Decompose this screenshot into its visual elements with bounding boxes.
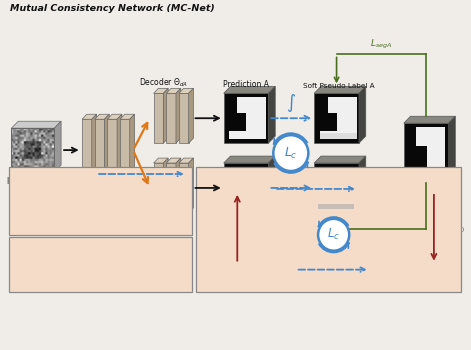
Text: $L_c$: $L_c$ xyxy=(284,146,298,161)
Polygon shape xyxy=(404,116,455,123)
Polygon shape xyxy=(54,121,61,172)
Polygon shape xyxy=(314,93,359,143)
Text: Prediction B: Prediction B xyxy=(223,216,269,225)
Text: Soft Pseudo Label A: Soft Pseudo Label A xyxy=(303,83,374,89)
Text: Decoder $\Theta_{dB}$: Decoder $\Theta_{dB}$ xyxy=(138,216,188,228)
Polygon shape xyxy=(179,163,188,213)
FancyBboxPatch shape xyxy=(8,167,192,235)
Text: $L_{segB}$: $L_{segB}$ xyxy=(370,232,392,245)
Text: $\mathsf{\int}$: $\mathsf{\int}$ xyxy=(286,162,296,184)
Polygon shape xyxy=(163,158,168,213)
Polygon shape xyxy=(120,119,130,181)
Polygon shape xyxy=(166,158,181,163)
Polygon shape xyxy=(268,86,275,143)
Polygon shape xyxy=(319,133,357,139)
Polygon shape xyxy=(105,114,109,181)
Polygon shape xyxy=(318,167,355,209)
Polygon shape xyxy=(163,88,168,143)
Text: $L_c = L_{c(A-B)}+L_{c(B-A)}$ (All Data): $L_c = L_{c(A-B)}+L_{c(B-A)}$ (All Data) xyxy=(12,252,135,266)
Polygon shape xyxy=(82,119,92,181)
Polygon shape xyxy=(176,88,181,143)
Text: Soft Pseudo Label B: Soft Pseudo Label B xyxy=(218,266,290,272)
FancyBboxPatch shape xyxy=(8,237,192,292)
Text: $sPL = \dfrac{P^{1/T}}{P^{1/T} + (1 - P)^{1/T}}$: $sPL = \dfrac{P^{1/T}}{P^{1/T} + (1 - P)… xyxy=(18,185,122,212)
Text: $L_{segA}$: $L_{segA}$ xyxy=(370,38,392,51)
Polygon shape xyxy=(92,114,97,181)
Polygon shape xyxy=(179,158,194,163)
Polygon shape xyxy=(130,114,135,181)
Circle shape xyxy=(273,135,309,171)
Polygon shape xyxy=(268,156,275,213)
Polygon shape xyxy=(188,158,194,213)
Polygon shape xyxy=(166,88,181,93)
Polygon shape xyxy=(154,163,163,213)
Text: Soft Pseudo Label A: Soft Pseudo Label A xyxy=(362,185,433,191)
Polygon shape xyxy=(408,127,445,180)
Polygon shape xyxy=(120,114,135,119)
Text: Encoder $\Theta_e$: Encoder $\Theta_e$ xyxy=(81,184,126,196)
Polygon shape xyxy=(166,163,176,213)
Text: Mutual Consistency Network (MC-Net): Mutual Consistency Network (MC-Net) xyxy=(10,4,215,13)
Polygon shape xyxy=(224,156,275,163)
Polygon shape xyxy=(154,88,168,93)
Polygon shape xyxy=(448,116,455,183)
Polygon shape xyxy=(318,204,355,209)
Polygon shape xyxy=(404,123,448,183)
Polygon shape xyxy=(229,97,266,139)
Polygon shape xyxy=(166,93,176,143)
Polygon shape xyxy=(107,114,122,119)
Polygon shape xyxy=(359,86,366,143)
Polygon shape xyxy=(82,114,97,119)
Polygon shape xyxy=(95,119,105,181)
Text: $L_{seg} = L_{segA}+L_{segB}$ (Labeled Data): $L_{seg} = L_{segA}+L_{segB}$ (Labeled D… xyxy=(12,266,147,279)
Text: Loss Functions:: Loss Functions: xyxy=(12,240,85,249)
Polygon shape xyxy=(314,163,359,213)
Polygon shape xyxy=(176,158,181,213)
Text: Prediction A: Prediction A xyxy=(224,185,270,194)
Text: CSDN. @xiongxwowo: CSDN. @xiongxwowo xyxy=(274,273,341,278)
Polygon shape xyxy=(117,114,122,181)
Polygon shape xyxy=(359,156,366,213)
Polygon shape xyxy=(319,97,357,139)
Text: $L_{c(B-A)}$: $L_{c(B-A)}$ xyxy=(206,221,235,235)
Polygon shape xyxy=(107,119,117,181)
Text: $\mathsf{\int}$: $\mathsf{\int}$ xyxy=(286,92,296,114)
Text: Prediction A: Prediction A xyxy=(223,80,269,89)
Polygon shape xyxy=(224,93,268,143)
Polygon shape xyxy=(95,114,109,119)
Text: Prediction B: Prediction B xyxy=(374,262,420,272)
Polygon shape xyxy=(154,158,168,163)
Text: $L_{c(A-B)}$: $L_{c(A-B)}$ xyxy=(437,221,465,235)
Text: Input Data $X$: Input Data $X$ xyxy=(6,175,56,188)
FancyBboxPatch shape xyxy=(196,167,461,292)
Text: $L_c$: $L_c$ xyxy=(327,227,340,242)
Polygon shape xyxy=(314,156,366,163)
Text: Decoder $\Theta_{dA}$: Decoder $\Theta_{dA}$ xyxy=(138,77,188,89)
Polygon shape xyxy=(314,86,366,93)
Polygon shape xyxy=(227,167,264,209)
Text: Cycled Pseudo Label:: Cycled Pseudo Label: xyxy=(200,170,301,179)
Polygon shape xyxy=(179,88,194,93)
Polygon shape xyxy=(224,163,268,213)
Polygon shape xyxy=(179,93,188,143)
Polygon shape xyxy=(154,93,163,143)
Text: Soft Pseudo Label B: Soft Pseudo Label B xyxy=(303,216,374,222)
Polygon shape xyxy=(224,86,275,93)
Text: Sharpening Function:: Sharpening Function: xyxy=(12,169,114,178)
Polygon shape xyxy=(188,88,194,143)
Circle shape xyxy=(318,219,349,251)
Polygon shape xyxy=(11,121,61,128)
Text: GT $Y$: GT $Y$ xyxy=(416,188,436,199)
